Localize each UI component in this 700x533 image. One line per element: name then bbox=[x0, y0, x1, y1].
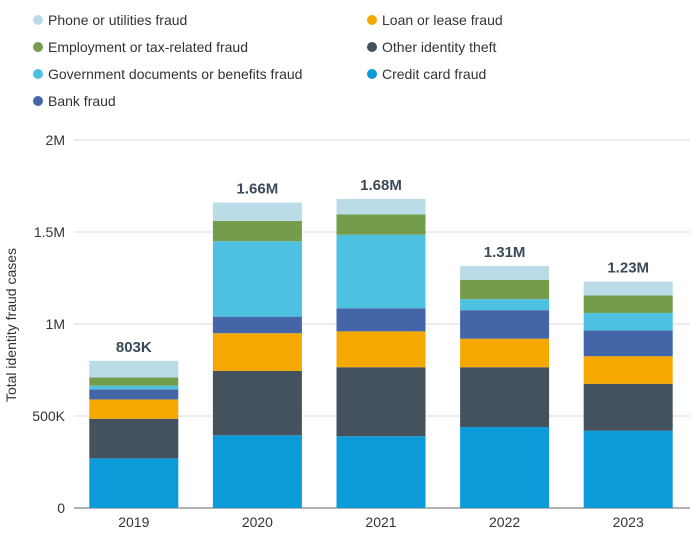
x-tick-label-2019: 2019 bbox=[118, 514, 149, 530]
bar-segment-government-documents-or-benefits-fraud-2021 bbox=[336, 234, 426, 309]
bar-segment-government-documents-or-benefits-fraud-2023 bbox=[583, 312, 673, 331]
bar-total-label-2020: 1.66M bbox=[237, 181, 279, 198]
legend-swatch-credit-card-fraud bbox=[367, 69, 377, 79]
bar-segment-loan-or-lease-fraud-2020 bbox=[212, 333, 302, 371]
y-tick-label: 2M bbox=[46, 132, 65, 148]
bar-segment-employment-or-tax-related-fraud-2022 bbox=[460, 279, 550, 300]
x-tick-label-2020: 2020 bbox=[242, 514, 273, 530]
bar-segment-employment-or-tax-related-fraud-2021 bbox=[336, 214, 426, 235]
x-tick-label-2021: 2021 bbox=[365, 514, 396, 530]
bar-segment-credit-card-fraud-2023 bbox=[583, 430, 673, 508]
y-tick-label: 1M bbox=[46, 316, 65, 332]
chart-bars bbox=[89, 198, 673, 508]
y-tick-label: 1.5M bbox=[34, 224, 65, 240]
bar-stack-2022 bbox=[460, 266, 550, 508]
bar-total-label-2022: 1.31M bbox=[484, 244, 526, 261]
legend-label-credit-card-fraud: Credit card fraud bbox=[382, 66, 486, 82]
bar-segment-employment-or-tax-related-fraud-2023 bbox=[583, 295, 673, 313]
bar-segment-phone-or-utilities-fraud-2021 bbox=[336, 198, 426, 215]
bar-stack-2019 bbox=[89, 360, 179, 508]
bar-segment-phone-or-utilities-fraud-2020 bbox=[212, 202, 302, 221]
bar-segment-bank-fraud-2022 bbox=[460, 310, 550, 339]
x-axis-ticks: 2019 2020 2021 2022 2023 bbox=[118, 514, 644, 530]
bar-stack-2023 bbox=[583, 281, 673, 508]
bar-segment-government-documents-or-benefits-fraud-2020 bbox=[212, 241, 302, 317]
bar-total-label-2023: 1.23M bbox=[607, 260, 649, 277]
bar-segment-loan-or-lease-fraud-2019 bbox=[89, 399, 179, 419]
bar-segment-credit-card-fraud-2019 bbox=[89, 458, 179, 508]
legend-label-phone-or-utilities-fraud: Phone or utilities fraud bbox=[48, 12, 187, 28]
bar-segment-credit-card-fraud-2022 bbox=[460, 427, 550, 508]
bar-segment-bank-fraud-2021 bbox=[336, 308, 426, 332]
bar-segment-other-identity-theft-2021 bbox=[336, 367, 426, 437]
legend-label-bank-fraud: Bank fraud bbox=[48, 93, 116, 109]
bar-total-label-2019: 803K bbox=[116, 339, 152, 356]
bar-stack-2021 bbox=[336, 198, 426, 508]
x-tick-label-2023: 2023 bbox=[613, 514, 644, 530]
legend-swatch-government-documents-or-benefits-fraud bbox=[33, 69, 43, 79]
legend-swatch-bank-fraud bbox=[33, 96, 43, 106]
bar-segment-credit-card-fraud-2021 bbox=[336, 436, 426, 508]
bar-segment-bank-fraud-2020 bbox=[212, 316, 302, 334]
bar-segment-government-documents-or-benefits-fraud-2022 bbox=[460, 299, 550, 311]
legend-swatch-employment-or-tax-related-fraud bbox=[33, 42, 43, 52]
bar-segment-phone-or-utilities-fraud-2022 bbox=[460, 266, 550, 280]
bar-segment-phone-or-utilities-fraud-2023 bbox=[583, 281, 673, 296]
legend-label-government-documents-or-benefits-fraud: Government documents or benefits fraud bbox=[48, 66, 302, 82]
x-tick-label-2022: 2022 bbox=[489, 514, 520, 530]
bar-segment-employment-or-tax-related-fraud-2020 bbox=[212, 220, 302, 242]
bar-total-labels: 803K 1.66M 1.68M 1.31M 1.23M bbox=[116, 177, 649, 356]
bar-segment-other-identity-theft-2022 bbox=[460, 367, 550, 428]
legend-swatch-other-identity-theft bbox=[367, 42, 377, 52]
legend-label-other-identity-theft: Other identity theft bbox=[382, 39, 497, 55]
bar-segment-other-identity-theft-2020 bbox=[212, 370, 302, 436]
bar-segment-bank-fraud-2023 bbox=[583, 330, 673, 357]
legend-swatch-phone-or-utilities-fraud bbox=[33, 15, 43, 25]
legend-swatch-loan-or-lease-fraud bbox=[367, 15, 377, 25]
bar-segment-bank-fraud-2019 bbox=[89, 389, 179, 400]
bar-stack-2020 bbox=[212, 202, 302, 508]
bar-total-label-2021: 1.68M bbox=[360, 177, 402, 194]
legend-label-employment-or-tax-related-fraud: Employment or tax-related fraud bbox=[48, 39, 248, 55]
y-axis-label: Total identity fraud cases bbox=[3, 248, 19, 402]
chart-legend: Phone or utilities fraud Loan or lease fr… bbox=[33, 12, 503, 109]
bar-segment-government-documents-or-benefits-fraud-2019 bbox=[89, 385, 179, 390]
bar-segment-loan-or-lease-fraud-2021 bbox=[336, 331, 426, 368]
bar-segment-employment-or-tax-related-fraud-2019 bbox=[89, 377, 179, 386]
bar-segment-loan-or-lease-fraud-2023 bbox=[583, 356, 673, 384]
legend-label-loan-or-lease-fraud: Loan or lease fraud bbox=[382, 12, 503, 28]
bar-segment-other-identity-theft-2023 bbox=[583, 383, 673, 431]
bar-segment-phone-or-utilities-fraud-2019 bbox=[89, 360, 179, 378]
bar-segment-other-identity-theft-2019 bbox=[89, 418, 179, 459]
y-axis-ticks: 0 500K 1M 1.5M 2M bbox=[32, 132, 65, 516]
bar-segment-loan-or-lease-fraud-2022 bbox=[460, 338, 550, 368]
y-tick-label: 500K bbox=[32, 408, 65, 424]
y-tick-label: 0 bbox=[57, 500, 65, 516]
bar-segment-credit-card-fraud-2020 bbox=[212, 435, 302, 508]
